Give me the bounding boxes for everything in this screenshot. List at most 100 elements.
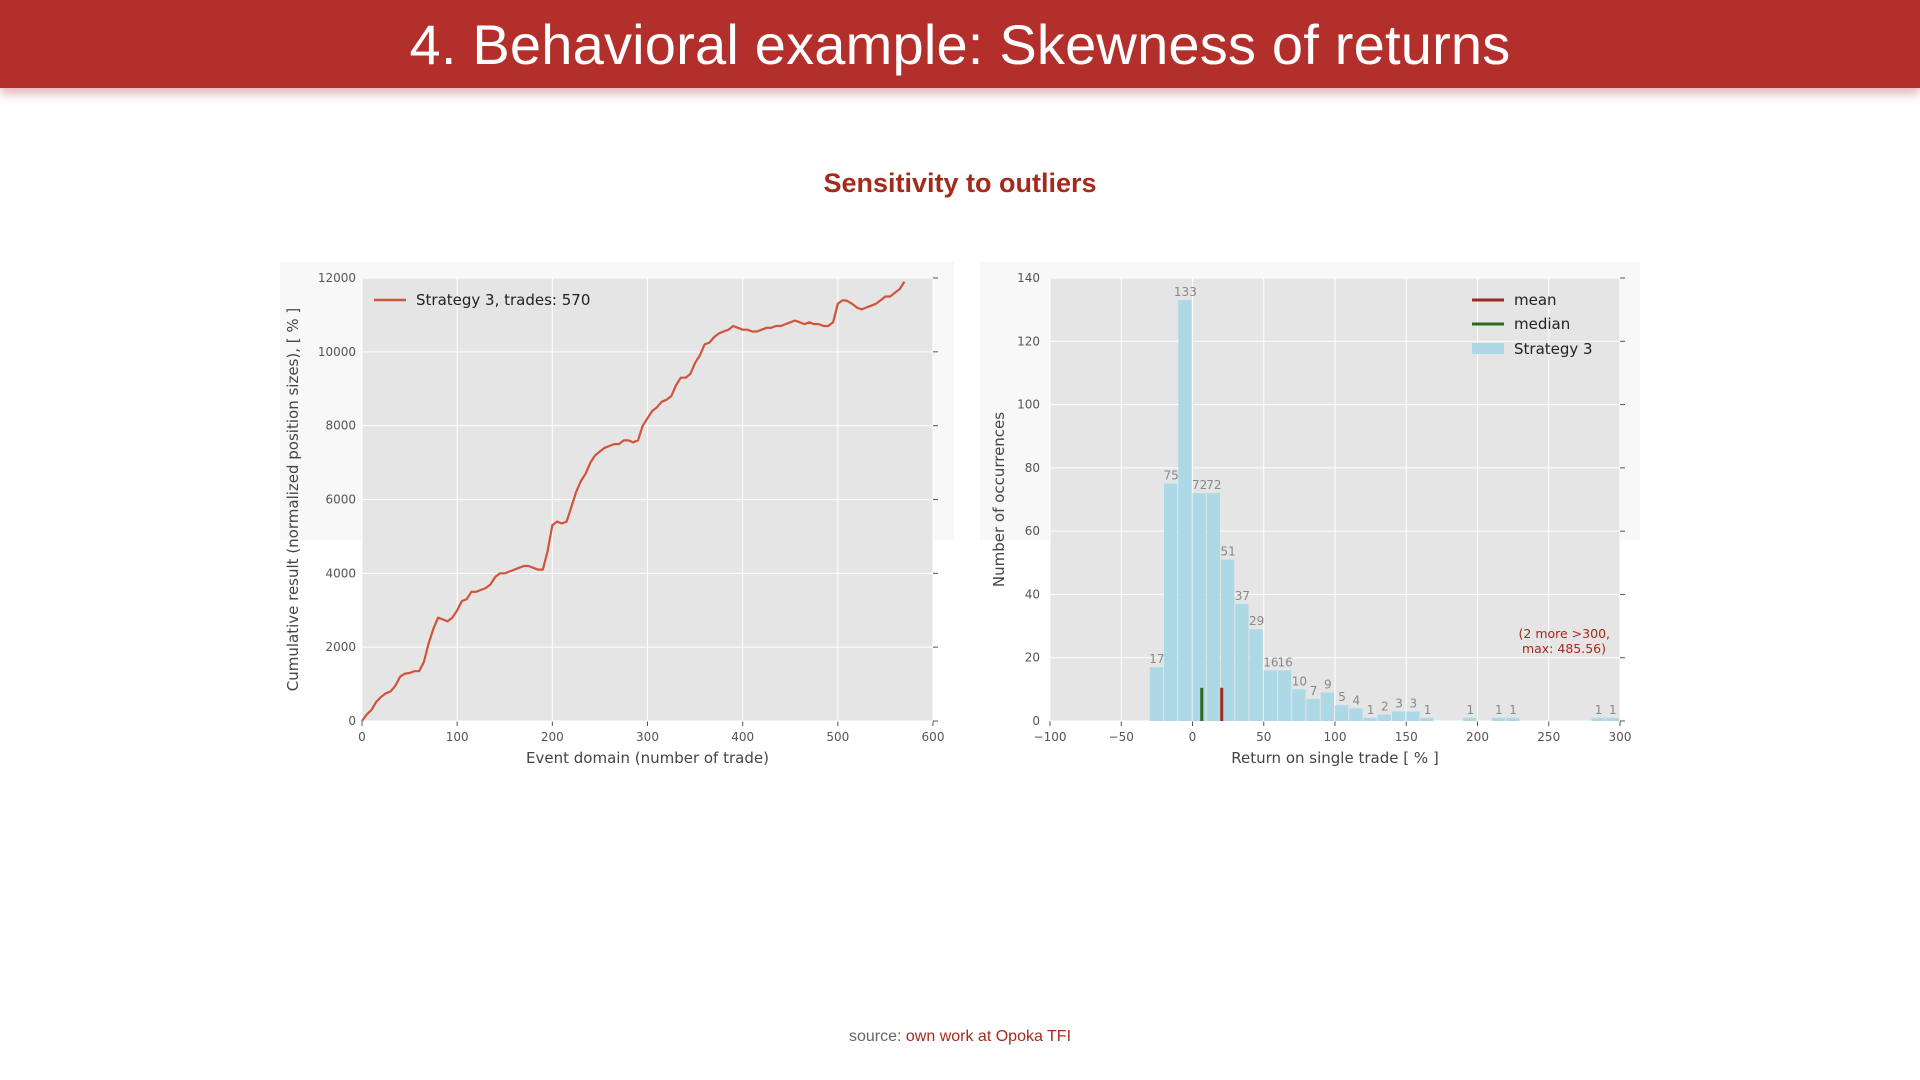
histogram-bar <box>1235 603 1249 721</box>
slide-subtitle: Sensitivity to outliers <box>823 168 1097 198</box>
bar-value-label: 1 <box>1509 703 1517 717</box>
title-banner: 4. Behavioral example: Skewness of retur… <box>0 0 1920 88</box>
outlier-annotation-line-2: max: 485.56) <box>1522 641 1606 656</box>
x-axis-label: Event domain (number of trade) <box>526 749 769 767</box>
y-axis-label: Number of occurrences <box>990 412 1008 587</box>
histogram-bar <box>1164 483 1178 721</box>
outlier-annotation-line-1: (2 more >300, <box>1519 626 1610 641</box>
y-tick-label: 60 <box>1025 524 1040 538</box>
x-tick-label: 50 <box>1256 730 1271 744</box>
bar-value-label: 17 <box>1149 652 1164 666</box>
bar-value-label: 72 <box>1192 478 1207 492</box>
bar-value-label: 9 <box>1324 678 1332 692</box>
histogram-bar <box>1292 689 1306 721</box>
histogram-bar <box>1320 692 1334 721</box>
x-tick-label: 300 <box>636 730 659 744</box>
x-axis-label: Return on single trade [ % ] <box>1231 749 1438 767</box>
histogram-bar <box>1349 708 1363 721</box>
bar-value-label: 37 <box>1235 589 1250 603</box>
y-tick-label: 120 <box>1017 334 1040 348</box>
y-tick-label: 0 <box>348 714 356 728</box>
bar-value-label: 10 <box>1292 674 1307 688</box>
source-prefix: source: <box>848 1028 902 1045</box>
x-tick-label: 200 <box>541 730 564 744</box>
x-tick-label: −100 <box>1034 730 1067 744</box>
y-tick-label: 80 <box>1025 461 1040 475</box>
histogram-bar <box>1506 717 1520 721</box>
x-tick-label: 0 <box>358 730 366 744</box>
source-note: source: own work at Opoka TFI <box>0 1028 1920 1046</box>
y-tick-label: 6000 <box>325 493 356 507</box>
legend-label-strategy-3: Strategy 3 <box>1514 340 1593 358</box>
y-tick-label: 20 <box>1025 651 1040 665</box>
bar-value-label: 5 <box>1338 690 1346 704</box>
y-axis-label: Cumulative result (normalized position s… <box>284 308 302 692</box>
histogram-bar <box>1392 711 1406 721</box>
legend-label-median: median <box>1514 315 1570 333</box>
histogram-bar <box>1377 714 1391 721</box>
y-tick-label: 8000 <box>325 419 356 433</box>
x-tick-label: 400 <box>731 730 754 744</box>
x-tick-label: 250 <box>1537 730 1560 744</box>
histogram-bar <box>1221 559 1235 721</box>
histogram-bar <box>1463 717 1477 721</box>
bar-value-label: 3 <box>1410 697 1418 711</box>
legend-swatch-strategy-3 <box>1472 343 1504 354</box>
bar-value-label: 1 <box>1595 703 1603 717</box>
y-tick-label: 2000 <box>325 640 356 654</box>
bar-value-label: 1 <box>1367 703 1375 717</box>
bar-value-label: 29 <box>1249 614 1264 628</box>
y-tick-label: 12000 <box>318 271 356 285</box>
x-tick-label: 100 <box>446 730 469 744</box>
histogram-bar <box>1591 717 1605 721</box>
bar-value-label: 3 <box>1395 697 1403 711</box>
legend-label-strategy-3: Strategy 3, trades: 570 <box>416 291 590 309</box>
x-tick-label: 0 <box>1189 730 1197 744</box>
histogram-bar <box>1363 717 1377 721</box>
x-tick-label: 200 <box>1466 730 1489 744</box>
y-tick-label: 40 <box>1025 587 1040 601</box>
histogram-bar <box>1192 493 1206 721</box>
bar-value-label: 1 <box>1495 703 1503 717</box>
bar-value-label: 72 <box>1206 478 1221 492</box>
slide-title: 4. Behavioral example: Skewness of retur… <box>409 12 1511 76</box>
bar-value-label: 1 <box>1609 703 1617 717</box>
histogram-bar <box>1178 300 1192 721</box>
bar-value-label: 16 <box>1263 655 1278 669</box>
histogram-bar <box>1491 717 1505 721</box>
histogram-bar <box>1278 670 1292 721</box>
x-tick-label: 150 <box>1395 730 1418 744</box>
y-tick-label: 0 <box>1032 714 1040 728</box>
bar-value-label: 51 <box>1220 545 1235 559</box>
x-tick-label: 300 <box>1609 730 1632 744</box>
cumulative-result-line-chart: 0 100 200 300 400 500 600020004000600080001000… <box>284 271 945 767</box>
histogram-bar <box>1406 711 1420 721</box>
x-tick-label: 100 <box>1324 730 1347 744</box>
bar-value-label: 1 <box>1467 703 1475 717</box>
histogram-bar <box>1249 629 1263 721</box>
y-tick-label: 4000 <box>325 566 356 580</box>
return-histogram-chart: −100 −50 0 50 100 150 200 250 300 0 20 40 60 80 100 120… <box>990 271 1632 767</box>
histogram-bar <box>1605 717 1619 721</box>
histogram-bar <box>1206 493 1220 721</box>
bar-value-label: 4 <box>1353 693 1361 707</box>
x-tick-label: 500 <box>826 730 849 744</box>
histogram-bar <box>1149 667 1163 721</box>
bar-value-label: 7 <box>1310 684 1318 698</box>
bar-value-label: 2 <box>1381 700 1389 714</box>
bar-value-label: 133 <box>1174 285 1197 299</box>
y-tick-label: 10000 <box>318 345 356 359</box>
bar-value-label: 75 <box>1163 469 1178 483</box>
histogram-bar <box>1306 698 1320 721</box>
legend-label-mean: mean <box>1514 291 1557 309</box>
y-tick-label: 140 <box>1017 271 1040 285</box>
source-link[interactable]: own work at Opoka TFI <box>905 1028 1072 1045</box>
x-tick-label: 600 <box>922 730 945 744</box>
histogram-bar <box>1420 717 1434 721</box>
y-tick-label: 100 <box>1017 398 1040 412</box>
histogram-bar <box>1335 705 1349 721</box>
histogram-bar <box>1263 670 1277 721</box>
x-tick-label: −50 <box>1109 730 1134 744</box>
bar-value-label: 16 <box>1277 655 1292 669</box>
bar-value-label: 1 <box>1424 703 1432 717</box>
